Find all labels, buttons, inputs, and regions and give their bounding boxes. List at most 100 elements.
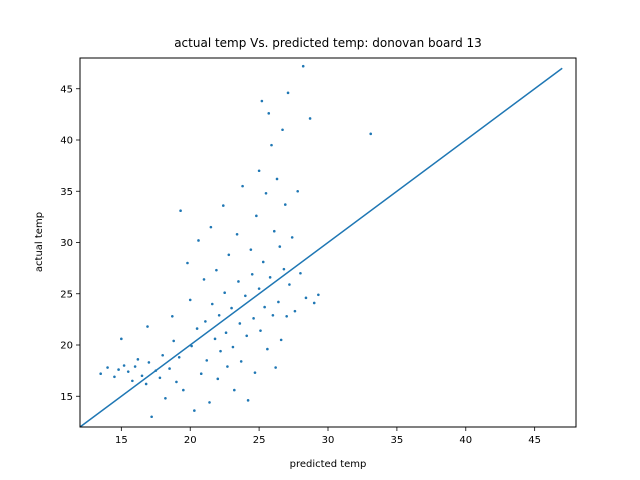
scatter-point [204,320,207,323]
points-layer [99,64,373,419]
scatter-point [241,184,244,188]
scatter-point [233,388,236,392]
scatter-point [285,315,288,318]
scatter-point [227,253,231,257]
scatter-point [171,315,174,318]
scatter-point [304,296,308,300]
scatter-point [279,338,283,342]
scatter-point [283,203,287,206]
scatter-point [245,334,249,338]
scatter-point [266,347,269,351]
chart-title: actual temp Vs. predicted temp: donovan … [174,36,482,50]
scatter-point [263,305,266,309]
scatter-point [208,401,211,404]
scatter-point [277,300,280,304]
scatter-point [193,409,196,412]
scatter-point [274,366,277,369]
scatter-point [261,260,265,264]
scatter-point [246,399,250,402]
scatter-point [126,370,130,373]
y-tick-label: 40 [60,136,73,147]
y-tick-label: 30 [60,238,73,249]
scatter-point [120,337,123,341]
scatter-point [197,239,200,242]
scatter-point [369,132,373,136]
scatter-point [272,229,276,233]
scatter-point [177,356,181,359]
scatter-point [288,283,291,286]
x-tick-label: 20 [184,435,197,446]
y-tick-label: 25 [60,289,73,300]
scatter-point [133,365,137,368]
scatter-point [264,192,268,195]
scatter-point [250,272,254,276]
scatter-point [202,278,206,281]
scatter-point [286,91,290,95]
scatter-point [158,376,162,380]
scatter-point [238,322,242,325]
plot-area [79,57,577,428]
x-tick-label: 30 [322,435,335,446]
y-axis: 15 20 25 30 35 40 45 [60,84,80,403]
x-tick-label: 25 [253,435,266,446]
scatter-point [252,317,255,320]
scatter-point [260,99,264,103]
scatter-point [147,361,151,364]
x-tick-label: 35 [391,435,404,446]
scatter-point [317,293,320,297]
scatter-point [106,366,109,369]
scatter-point [312,301,316,305]
y-tick-label: 15 [60,392,73,403]
scatter-point [164,397,167,400]
scatter-point [301,64,305,68]
scatter-point [209,225,213,229]
scatter-point [226,365,229,368]
x-axis-label: predicted temp [290,459,367,470]
scatter-point [230,306,233,310]
scatter-point [224,331,228,335]
scatter-point [249,248,253,251]
x-axis: 15 20 25 30 35 40 45 [115,427,541,446]
scatter-point [235,233,239,236]
y-axis-label: actual temp [34,212,45,272]
scatter-point [161,353,164,357]
scatter-point [131,379,134,383]
scatter-point [146,325,149,328]
x-tick-label: 45 [528,435,541,446]
scatter-point [186,261,189,265]
x-tick-label: 15 [115,435,128,446]
scatter-point [271,313,275,317]
scatter-point [136,358,140,361]
scatter-point [253,371,257,374]
scatter-point [188,298,192,302]
scatter-point [257,169,261,173]
y-tick-label: 45 [60,84,73,95]
scatter-point [117,368,120,371]
scatter-point [231,345,235,349]
scatter-point [275,177,279,181]
scatter-point [150,415,153,419]
scatter-point [299,271,302,275]
scatter-point [244,294,247,298]
scatter-point [257,287,261,290]
scatter-point [282,267,286,271]
scatter-point [113,375,116,379]
scatter-point [182,388,185,392]
scatter-point [219,349,222,353]
scatter-point [270,143,273,147]
scatter-point [293,309,297,313]
scatter-point [172,339,175,343]
scatter-point [199,372,203,376]
line-layer [79,67,563,428]
scatter-point [259,329,262,332]
identity-line [79,67,563,428]
scatter-point [99,372,102,376]
scatter-point [205,359,209,362]
scatter-point [175,380,178,384]
scatter-point [216,377,220,381]
scatter-point [144,382,148,386]
x-tick-label: 40 [459,435,472,446]
scatter-point [255,214,258,218]
y-tick-label: 20 [60,341,73,352]
